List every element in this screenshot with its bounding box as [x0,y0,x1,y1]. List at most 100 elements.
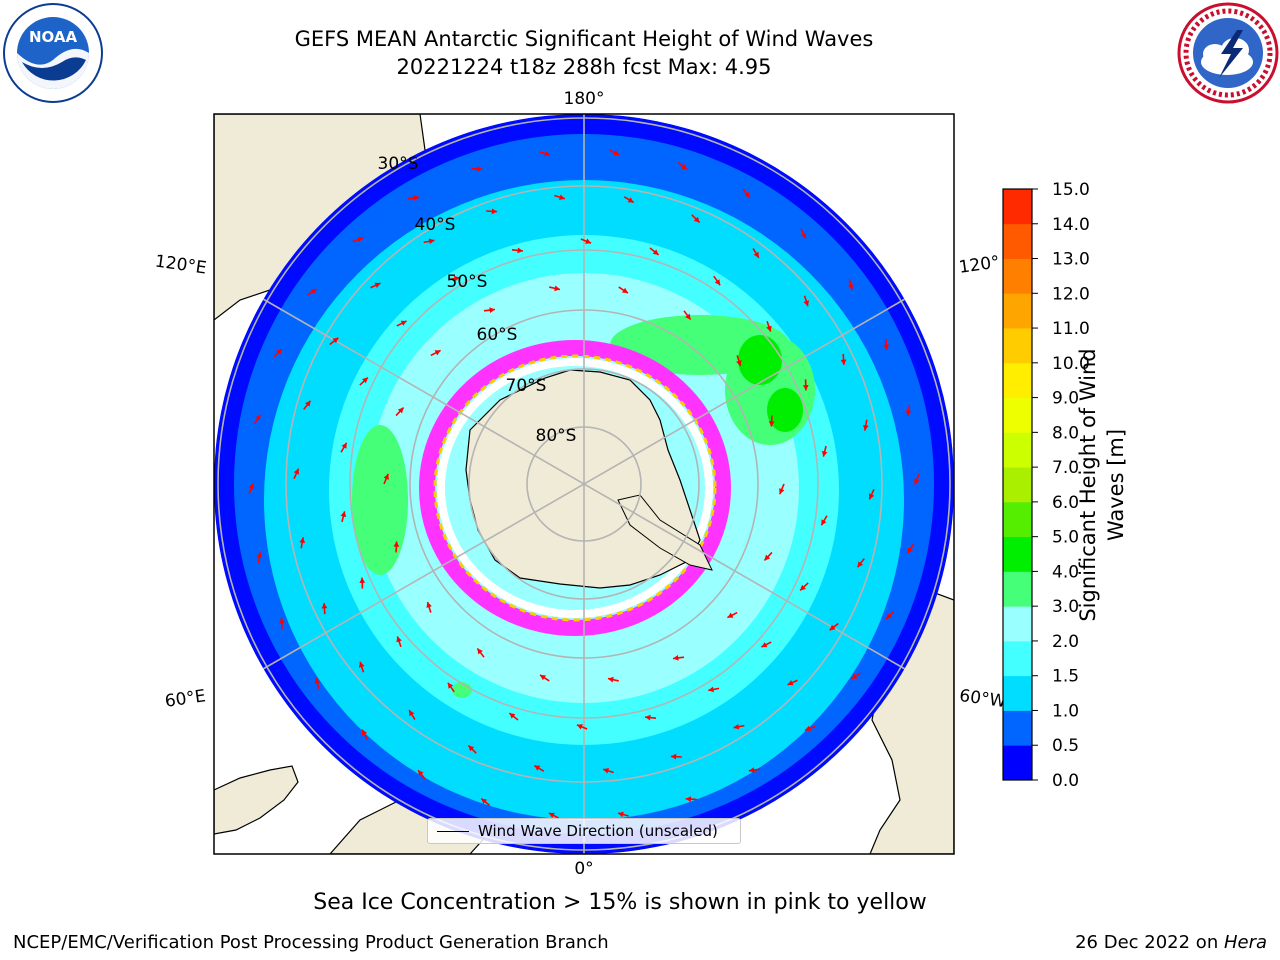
footer-credit: NCEP/EMC/Verification Post Processing Pr… [13,932,609,953]
lon-label-60e: 60°E [164,686,207,711]
lon-label-0: 0° [574,859,593,879]
wind-wave-arrow-head [299,537,306,544]
wind-wave-arrow-head [787,680,794,686]
wind-wave-arrow-head [255,414,261,421]
colorbar-segment [1003,328,1032,364]
lon-label-60w: 60°W [958,686,1007,712]
wind-wave-arrow-head [768,421,775,427]
colorbar-segment [1003,432,1032,468]
footer-date: 26 Dec 2022 on Hera [1075,932,1267,953]
colorbar-tick-label: 0.0 [1052,771,1079,791]
colorbar-tick-label: 1.0 [1052,701,1079,721]
map-caption: Sea Ice Concentration > 15% is shown in … [313,890,927,915]
wind-wave-arrow-head [868,493,875,500]
colorbar-tick-label: 9.0 [1052,389,1079,409]
wind-wave-arrow-head [585,238,592,244]
map-frame [213,113,955,855]
wind-wave-arrow-head [821,519,827,526]
wind-wave-arrow-head [554,285,560,292]
wind-wave-arrow-head [857,561,864,568]
wind-wave-arrow-head [829,624,836,631]
wind-wave-arrow-head [736,360,742,366]
legend-line-swatch [437,831,469,832]
wind-wave-arrow-head [800,584,806,591]
wind-wave-arrow-head [744,191,750,198]
colorbar-segment [1003,710,1032,746]
wind-wave-arrow-head [332,337,339,344]
colorbar-segment [1003,362,1032,398]
wind-wave-arrow-head [693,216,700,223]
footer-machine: Hera [1223,932,1267,953]
wind-wave-arrow-head [821,450,828,457]
wind-wave-arrow-head [733,723,740,730]
wind-wave-arrow-head [764,554,771,561]
nws-logo [1177,2,1279,104]
wind-wave-arrow-head [426,602,432,608]
colorbar-tick-label: 4.0 [1052,562,1079,582]
wind-wave-arrow-head [447,682,454,689]
colorbar-tick-label: 15.0 [1052,180,1090,200]
colorbar-tick-label: 2.0 [1052,632,1079,652]
colorbar-segment [1003,640,1032,677]
legend-label: Wind Wave Direction (unscaled) [478,822,718,840]
wind-wave-arrow-head [800,232,807,239]
wind-wave-arrow-head [779,488,785,495]
wind-wave-arrow-head [618,811,624,818]
wind-wave-arrow-head [608,676,614,683]
wind-wave-arrow-head [477,648,483,655]
wind-wave-arrow-head [340,511,347,518]
wind-wave-arrow-head [840,359,847,365]
wind-wave-arrow-head [685,313,691,320]
lon-label-120w: 120° [958,252,1001,278]
chart-title: GEFS MEAN Antarctic Significant Height o… [294,27,874,51]
lat-label-70s: 70°S [506,376,547,396]
colorbar-tick-label: 0.5 [1052,736,1079,756]
wind-wave-arrow-head [803,300,810,307]
colorbar-tick-label: 7.0 [1052,458,1079,478]
wind-wave-arrow-head [276,348,282,355]
wind-wave-arrow-head [645,714,651,721]
wind-wave-arrow-head [613,150,620,156]
colorbar-segment [1003,571,1032,607]
lat-label-30s: 30°S [378,154,419,174]
wind-wave-arrow-head [708,686,714,693]
wind-wave-arrow-head [413,195,420,201]
colorbar-segment [1003,501,1032,538]
wind-wave-arrow-head [454,275,460,282]
wind-wave-arrow-head [489,307,495,313]
colorbar-frame [1002,188,1033,781]
wind-wave-arrow-head [603,768,610,774]
colorbar-label-line2: Waves [m] [1104,428,1128,542]
wind-wave-arrow-head [847,284,854,290]
colorbar-segment [1003,675,1032,711]
colorbar-tick-label: 5.0 [1052,528,1079,548]
lat-label-50s: 50°S [447,272,488,292]
colorbar-tick-label: 6.0 [1052,493,1079,513]
wind-wave-arrow-head [670,753,677,760]
wind-wave-arrow-head [468,745,475,752]
wind-wave-arrow-head [851,673,858,679]
wind-wave-arrow-head [652,249,659,255]
wind-wave-arrow-head [883,344,890,350]
wind-wave-arrow-head [509,713,516,719]
wind-wave-arrow-head [304,400,311,407]
lat-label-40s: 40°S [415,215,456,235]
colorbar-tick-label: 14.0 [1052,215,1090,235]
colorbar-segment [1003,536,1032,572]
lon-label-120e: 120°E [154,252,208,279]
colorbar-segment [1003,606,1032,642]
wind-wave-arrow-head [627,197,634,203]
wind-wave-arrow-head [753,251,759,258]
map-legend: Wind Wave Direction (unscaled) [427,818,741,844]
colorbar-segment [1003,293,1032,329]
colorbar-tick-label: 12.0 [1052,284,1090,304]
meridian-60e-120w [262,298,906,670]
wind-wave-arrow-head [358,661,365,668]
wind-wave-arrow-head [383,473,389,480]
wind-wave-arrow-head [397,407,404,414]
wind-wave-arrow-head [361,729,368,736]
wind-wave-arrow-head [914,478,920,485]
lon-label-180: 180° [564,89,605,109]
wind-wave-arrow-head [310,289,317,295]
